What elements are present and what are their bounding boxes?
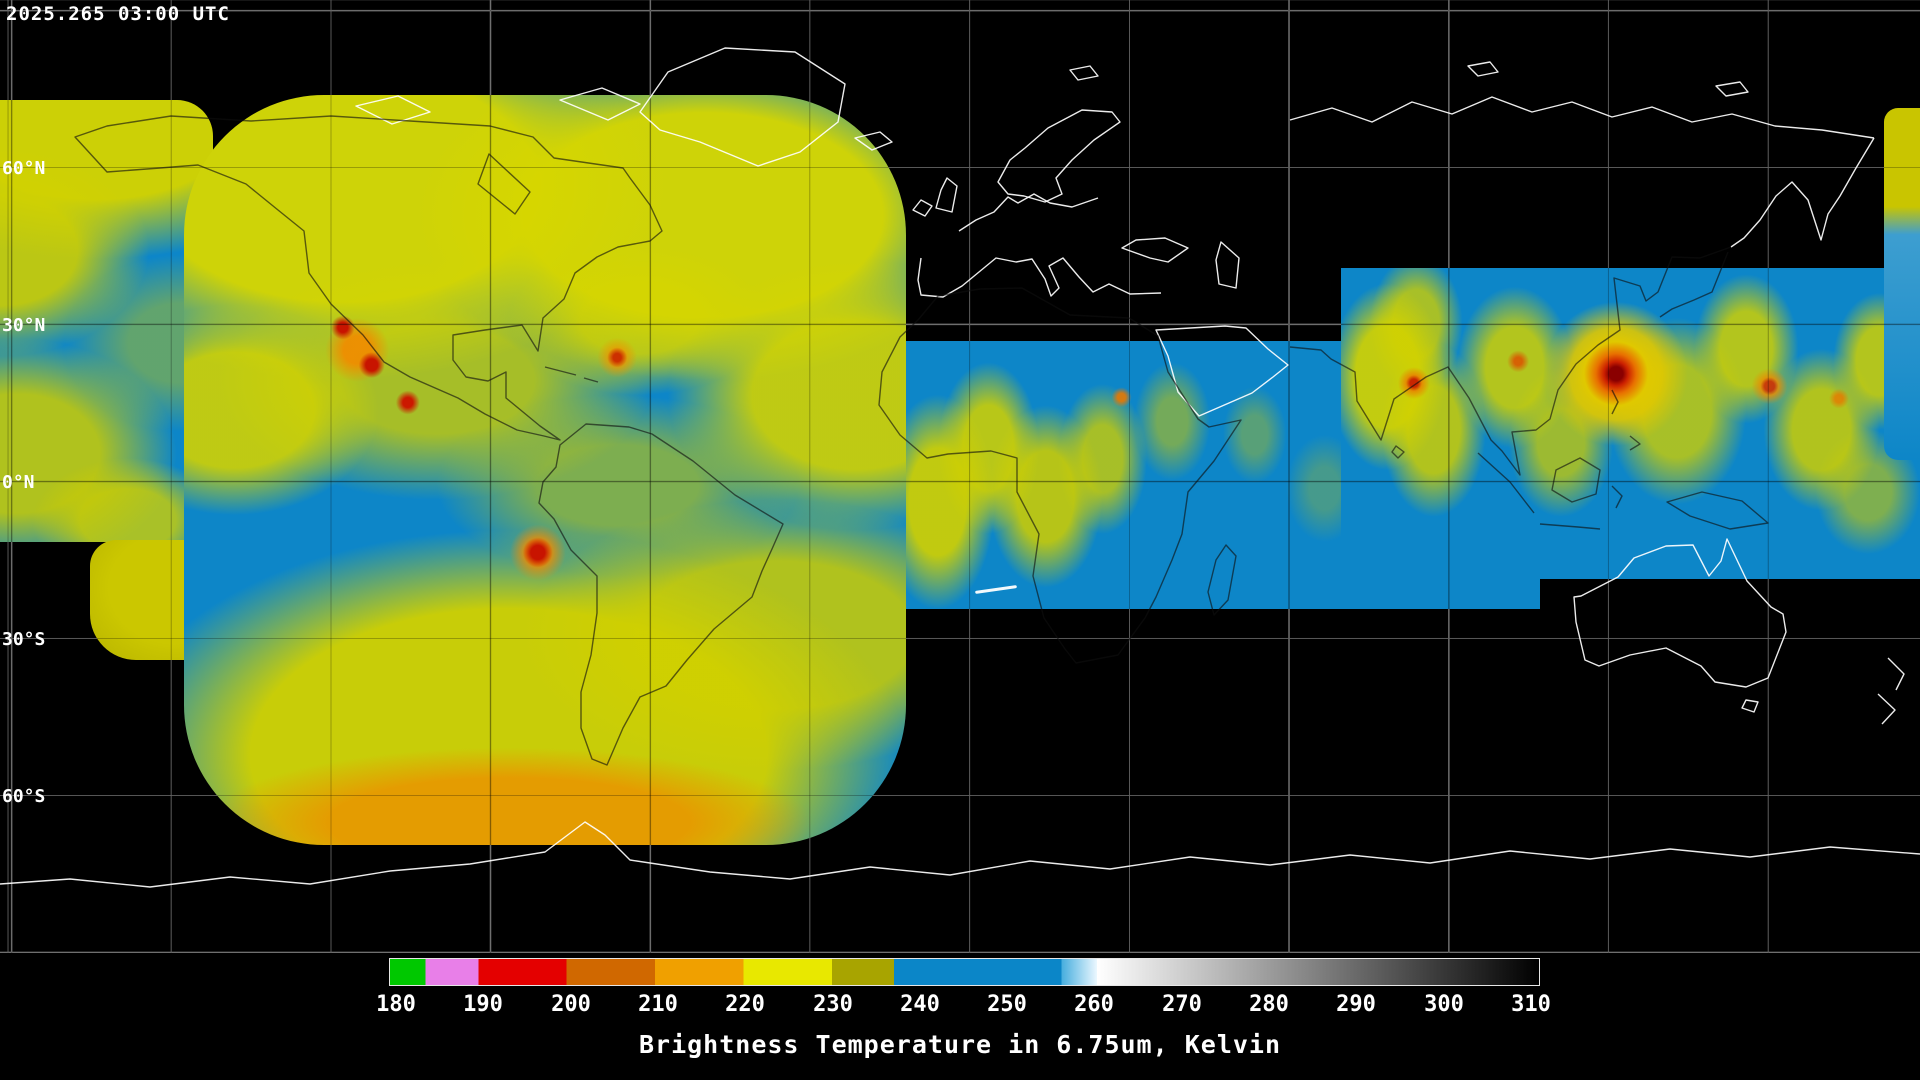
coastline-tasmania — [1741, 699, 1759, 713]
coastline-scandinavia — [997, 109, 1121, 203]
colorbar-tick-240: 240 — [900, 992, 940, 1017]
colorbar-tick-280: 280 — [1249, 992, 1289, 1017]
colorbar-tick-260: 260 — [1074, 992, 1114, 1017]
colorbar-tick-270: 270 — [1162, 992, 1202, 1017]
satellite-data-himawari-indian — [1341, 268, 1920, 579]
colorbar-tick-310: 310 — [1511, 992, 1551, 1017]
coastline-north-europe — [958, 193, 1099, 232]
colorbar-tick-200: 200 — [551, 992, 591, 1017]
coastline-europe-mediterranean — [917, 257, 1162, 298]
coastline-kamchatka-okhotsk — [1730, 137, 1875, 248]
colorbar-tick-300: 300 — [1424, 992, 1464, 1017]
coastline-black-sea — [1121, 237, 1189, 263]
colorbar-tick-290: 290 — [1336, 992, 1376, 1017]
colorbar-tick-250: 250 — [987, 992, 1027, 1017]
lat-label-60n: 60°N — [2, 158, 46, 179]
lat-label-30s: 30°S — [2, 629, 46, 650]
colorbar-tick-210: 210 — [638, 992, 678, 1017]
coastline-new-zealand — [1877, 657, 1905, 725]
timestamp-label: 2025.265 03:00 UTC — [6, 3, 230, 25]
colorbar-gradient — [389, 958, 1540, 986]
lat-label-60s: 60°S — [2, 786, 46, 807]
coastline-caspian-sea — [1215, 241, 1240, 289]
colorbar-tick-220: 220 — [725, 992, 765, 1017]
colorbar-title: Brightness Temperature in 6.75um, Kelvin — [638, 1030, 1282, 1059]
coastline-siberia-north — [1289, 96, 1875, 139]
satellite-data-goes-east-disk — [184, 95, 906, 845]
lat-label-30n: 30°N — [2, 315, 46, 336]
colorbar-tick-230: 230 — [813, 992, 853, 1017]
colorbar-tick-180: 180 — [376, 992, 416, 1017]
lat-label-0n: 0°N — [2, 472, 35, 493]
coastline-ireland — [912, 199, 933, 217]
colorbar-tick-190: 190 — [463, 992, 503, 1017]
coastline-britain — [935, 177, 958, 213]
satellite-data-east-edge-strip — [1884, 108, 1920, 460]
